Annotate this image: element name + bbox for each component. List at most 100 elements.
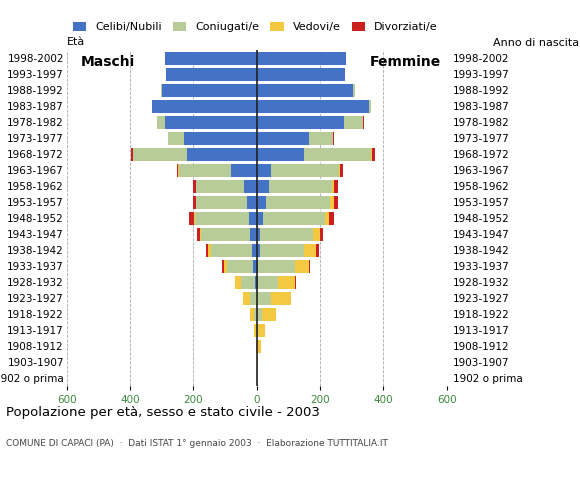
Bar [257,292,271,305]
Bar [211,244,252,257]
Bar [257,324,258,337]
Text: Femmine: Femmine [370,55,441,69]
Bar [257,356,258,369]
Bar [340,164,343,177]
Bar [334,180,338,193]
Bar [369,100,371,113]
Bar [257,132,309,145]
Bar [152,100,257,113]
Bar [197,228,200,241]
Bar [332,180,334,193]
Bar [255,276,257,289]
Bar [197,180,244,193]
Bar [304,148,371,161]
Bar [187,148,257,161]
Bar [339,164,340,177]
Bar [371,148,372,161]
Bar [231,164,257,177]
Bar [363,116,364,129]
Bar [251,292,257,305]
Bar [179,164,231,177]
Bar [260,228,313,241]
Bar [252,244,257,257]
Bar [208,244,211,257]
Bar [131,148,133,161]
Bar [165,116,257,129]
Bar [165,52,257,65]
Bar [161,84,162,97]
Bar [257,68,345,81]
Bar [257,116,344,129]
Bar [278,276,295,289]
Bar [257,260,258,273]
Bar [309,260,310,273]
Bar [262,308,276,321]
Bar [258,324,265,337]
Bar [271,292,291,305]
Bar [258,276,278,289]
Bar [194,212,195,225]
Bar [254,324,256,337]
Text: Anno di nascita: Anno di nascita [494,38,579,48]
Bar [295,260,309,273]
Bar [201,228,251,241]
Bar [133,148,187,161]
Bar [206,244,208,257]
Bar [200,228,201,241]
Bar [295,276,296,289]
Bar [260,244,304,257]
Bar [258,340,261,353]
Bar [257,148,304,161]
Bar [193,180,196,193]
Bar [269,180,332,193]
Bar [166,68,257,81]
Bar [329,212,334,225]
Bar [244,180,257,193]
Bar [257,212,263,225]
Legend: Celibi/Nubili, Coniugati/e, Vedovi/e, Divorziati/e: Celibi/Nubili, Coniugati/e, Vedovi/e, Di… [68,18,442,37]
Bar [193,196,196,209]
Bar [320,228,323,241]
Bar [224,260,227,273]
Bar [195,212,249,225]
Bar [223,260,224,273]
Bar [271,164,339,177]
Bar [257,308,262,321]
Bar [309,132,333,145]
Bar [257,100,369,113]
Bar [151,100,152,113]
Bar [263,212,325,225]
Bar [251,308,254,321]
Bar [331,196,333,209]
Text: COMUNE DI CAPACI (PA)  ·  Dati ISTAT 1° gennaio 2003  ·  Elaborazione TUTTITALIA: COMUNE DI CAPACI (PA) · Dati ISTAT 1° ge… [6,439,387,448]
Bar [168,132,184,145]
Bar [197,196,247,209]
Bar [256,340,257,353]
Bar [177,164,179,177]
Bar [196,196,197,209]
Bar [249,212,257,225]
Bar [254,308,257,321]
Bar [189,212,194,225]
Bar [325,212,329,225]
Bar [227,260,253,273]
Bar [258,260,295,273]
Bar [313,228,320,241]
Bar [353,84,355,97]
Bar [235,276,241,289]
Bar [344,116,362,129]
Text: Popolazione per età, sesso e stato civile - 2003: Popolazione per età, sesso e stato civil… [6,406,320,419]
Bar [247,196,257,209]
Bar [257,196,266,209]
Bar [162,84,257,97]
Bar [257,164,271,177]
Text: Maschi: Maschi [81,55,135,69]
Text: Età: Età [67,37,85,47]
Bar [256,324,257,337]
Bar [184,132,257,145]
Bar [244,292,251,305]
Bar [251,228,257,241]
Bar [257,228,260,241]
Bar [257,340,258,353]
Bar [372,148,375,161]
